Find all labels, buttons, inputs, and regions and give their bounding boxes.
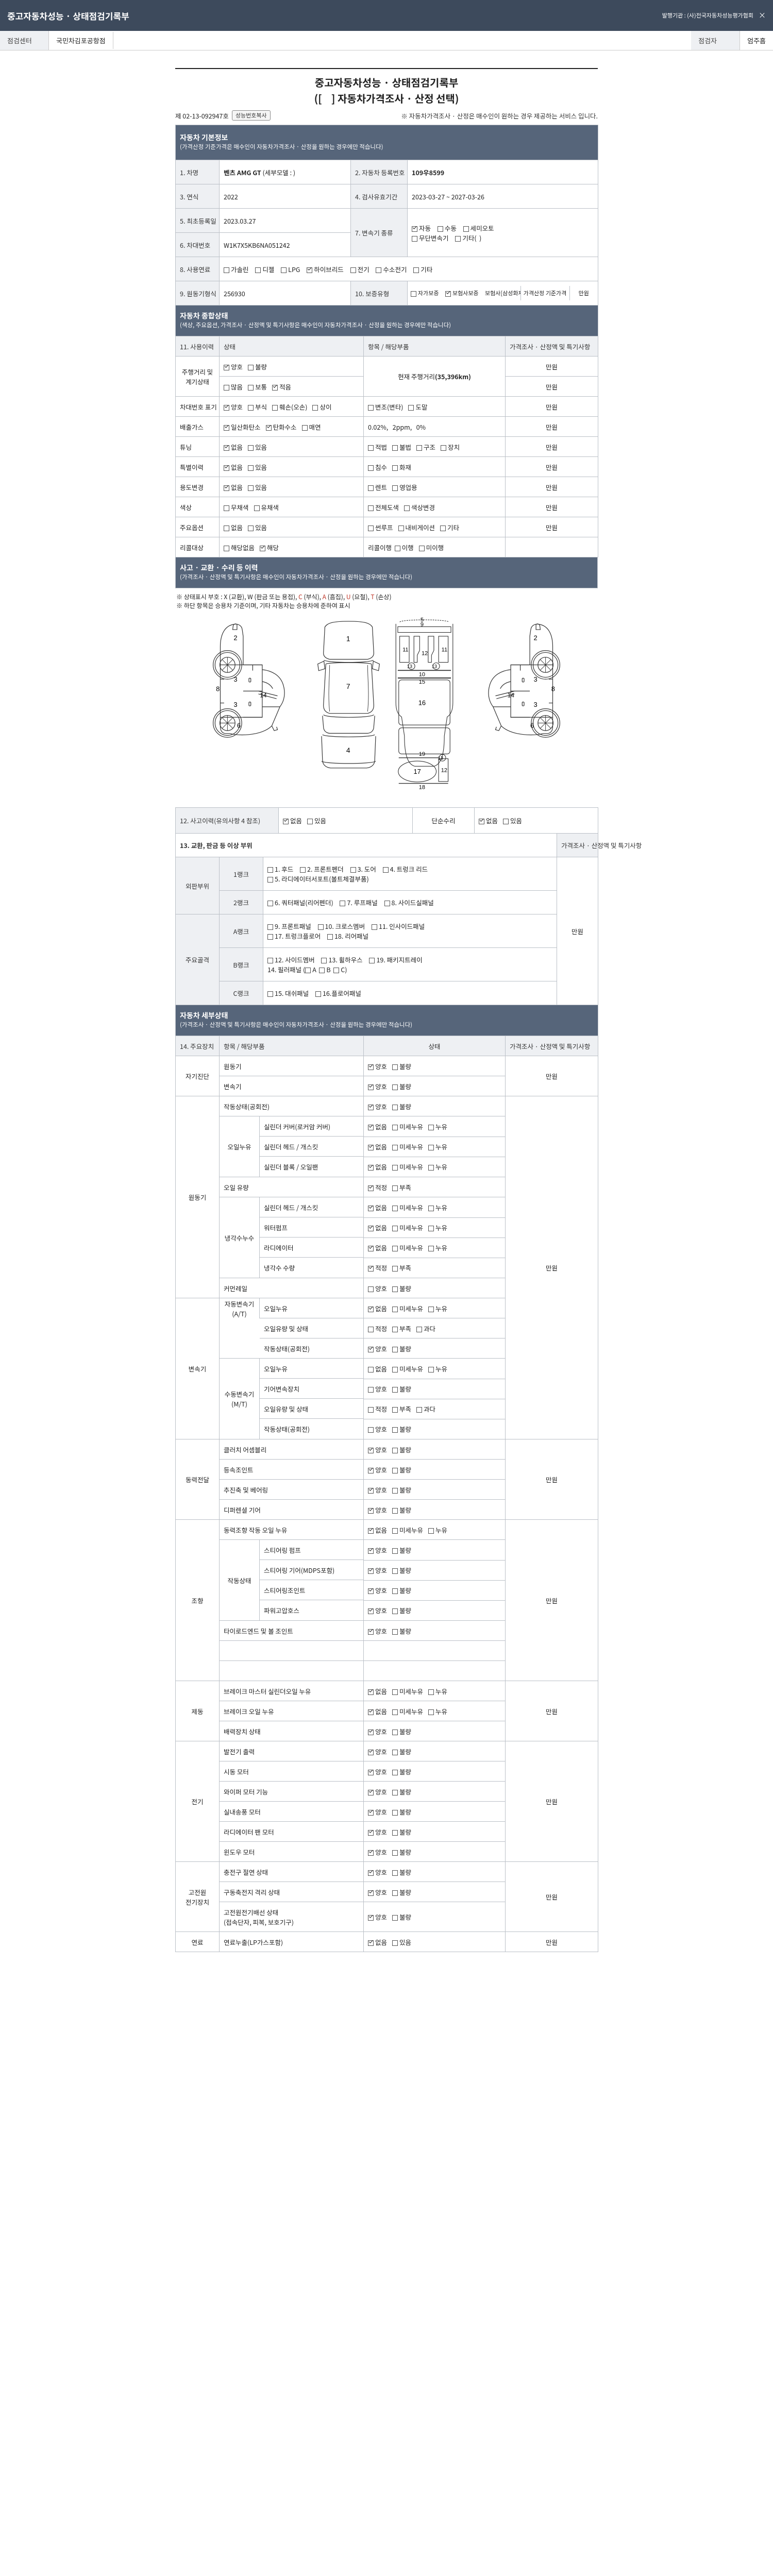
svg-text:6: 6 [530, 722, 534, 730]
svg-text:16: 16 [418, 699, 426, 707]
svg-text:8: 8 [216, 685, 220, 692]
svg-text:8: 8 [551, 685, 555, 692]
svg-text:3: 3 [233, 701, 237, 708]
svg-text:12: 12 [422, 651, 428, 657]
svg-text:13: 13 [407, 664, 412, 669]
svg-text:18: 18 [419, 785, 425, 791]
svg-text:14: 14 [260, 691, 267, 699]
svg-text:2: 2 [534, 634, 537, 641]
svg-text:7: 7 [346, 682, 350, 690]
svg-text:4: 4 [346, 746, 350, 754]
svg-text:11: 11 [442, 647, 447, 653]
svg-text:19: 19 [419, 751, 425, 757]
svg-text:3: 3 [534, 701, 537, 708]
svg-text:11: 11 [402, 647, 408, 653]
svg-text:6: 6 [237, 722, 241, 730]
svg-text:10: 10 [419, 671, 425, 677]
svg-text:13: 13 [438, 755, 443, 760]
svg-text:1: 1 [346, 635, 350, 643]
svg-text:17: 17 [414, 768, 421, 775]
svg-text:14: 14 [508, 691, 515, 699]
svg-text:3: 3 [534, 675, 537, 683]
svg-text:13: 13 [432, 664, 437, 669]
svg-text:9: 9 [421, 622, 424, 628]
svg-text:12: 12 [441, 767, 447, 773]
svg-text:2: 2 [233, 634, 237, 641]
svg-text:15: 15 [419, 679, 425, 685]
svg-text:3: 3 [233, 675, 237, 683]
